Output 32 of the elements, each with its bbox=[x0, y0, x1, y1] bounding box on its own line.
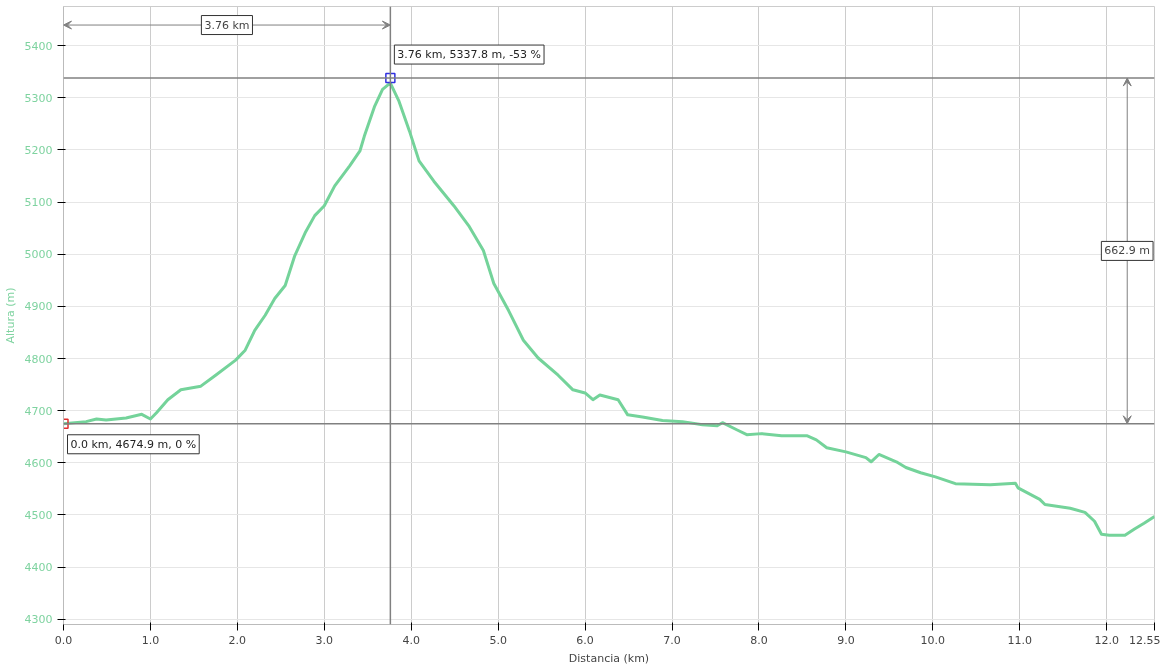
annotation: 3.76 km, 5337.8 m, -53 % bbox=[397, 48, 542, 62]
x-tick-label: 11.0 bbox=[1007, 633, 1033, 647]
annotation: 0.0 km, 4674.9 m, 0 % bbox=[70, 437, 197, 451]
x-tick-label: 9.0 bbox=[837, 633, 855, 647]
x-tick-label: 4.0 bbox=[402, 633, 420, 647]
x-tick-label: 0.0 bbox=[54, 633, 73, 647]
x-tick-label: 5.0 bbox=[489, 633, 507, 647]
x-tick-label: 8.0 bbox=[750, 633, 768, 647]
y-tick-label: 5300 bbox=[24, 91, 53, 105]
y-tick-label: 5100 bbox=[24, 196, 53, 210]
y-tick-label: 4600 bbox=[24, 456, 53, 470]
x-axis-title: Distancia (km) bbox=[568, 651, 650, 665]
y-tick-label: 4400 bbox=[24, 561, 53, 575]
x-tick-label: 12.0 bbox=[1094, 633, 1119, 647]
y-tick-label: 4900 bbox=[24, 300, 53, 314]
x-tick-label: 3.0 bbox=[315, 633, 334, 647]
y-tick-label: 4800 bbox=[24, 352, 53, 366]
x-tick-label: 12.55 bbox=[1129, 633, 1160, 647]
y-tick-label: 4300 bbox=[24, 613, 53, 627]
y-axis-title: Altura (m) bbox=[3, 287, 17, 344]
annotation: 662.9 m bbox=[1104, 244, 1151, 258]
y-tick-label: 5400 bbox=[24, 39, 53, 53]
y-tick-label: 4700 bbox=[24, 404, 53, 418]
annotation: 3.76 km bbox=[204, 18, 250, 32]
y-tick-label: 5000 bbox=[24, 248, 53, 262]
y-tick-label: 4500 bbox=[24, 508, 53, 522]
x-tick-label: 7.0 bbox=[663, 633, 681, 647]
x-tick-label: 1.0 bbox=[141, 633, 160, 647]
x-tick-label: 10.0 bbox=[920, 633, 946, 647]
y-tick-label: 5200 bbox=[24, 143, 53, 157]
x-tick-label: 6.0 bbox=[576, 633, 594, 647]
x-tick-label: 2.0 bbox=[228, 633, 247, 647]
